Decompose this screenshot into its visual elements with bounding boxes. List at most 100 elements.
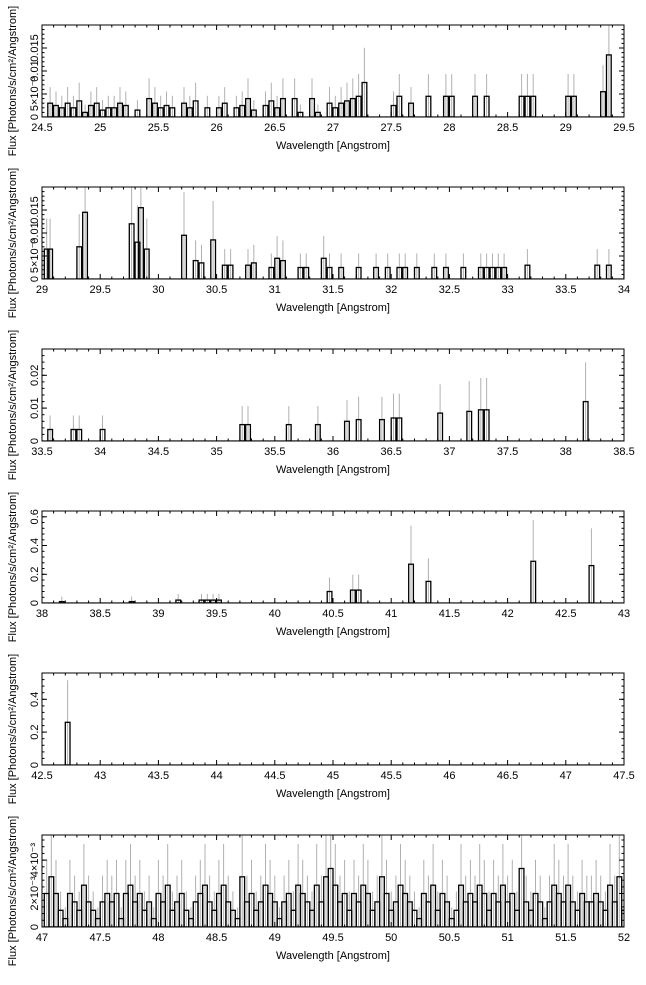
y-tick-label: 0.6 bbox=[29, 509, 41, 524]
histogram-bar bbox=[262, 104, 269, 117]
histogram-bar bbox=[76, 246, 83, 279]
x-tick-label: 33.5 bbox=[31, 446, 52, 458]
y-tick-label: 5×10⁻³ bbox=[29, 239, 41, 274]
plot-area bbox=[42, 187, 624, 279]
x-axis-label: Wavelength [Angstrom] bbox=[276, 302, 390, 314]
y-tick-label-zero: 0 bbox=[29, 924, 41, 930]
x-tick-label: 25 bbox=[94, 122, 106, 134]
histogram-bar bbox=[384, 266, 391, 279]
plot-area bbox=[42, 680, 624, 765]
y-tick-label: 0.2 bbox=[29, 724, 41, 739]
plot-area bbox=[42, 835, 624, 927]
panel-5: 42.5 43 43.5 44 44.5 45 45.5 46 46.5 47 47.5 0.2 0.4… bbox=[7, 654, 635, 804]
histogram-bar bbox=[605, 54, 612, 117]
histogram-bar bbox=[58, 107, 65, 117]
x-tick-label: 37.5 bbox=[497, 446, 518, 458]
histogram-bar bbox=[355, 266, 362, 279]
x-tick-label: 34 bbox=[94, 446, 106, 458]
histogram-bar bbox=[495, 266, 502, 279]
x-tick-label: 27 bbox=[327, 122, 339, 134]
x-ticks bbox=[41, 511, 625, 603]
x-axis-label: Wavelength [Angstrom] bbox=[276, 950, 390, 962]
x-tick-label: 51.5 bbox=[555, 932, 576, 944]
histogram-bar bbox=[192, 259, 199, 279]
error-bars bbox=[49, 25, 610, 117]
x-tick-label: 49 bbox=[269, 932, 281, 944]
x-axis-label: Wavelength [Angstrom] bbox=[276, 626, 390, 638]
x-tick-label: 38 bbox=[560, 446, 572, 458]
histogram-bar bbox=[621, 909, 624, 927]
x-tick-label: 30 bbox=[152, 284, 164, 296]
plot-frame bbox=[41, 510, 625, 604]
histogram-bar bbox=[444, 901, 451, 927]
x-tick-label: 34 bbox=[618, 284, 630, 296]
y-tick-label: 0.015 bbox=[29, 34, 41, 62]
x-tick-label: 47 bbox=[560, 770, 572, 782]
histogram-bar bbox=[483, 95, 490, 117]
histogram-bar bbox=[99, 428, 106, 441]
histogram-bar bbox=[524, 264, 531, 279]
y-axis-label: Flux [Photons/s/cm²/Angstrom] bbox=[7, 492, 19, 642]
x-tick-label: 39 bbox=[152, 608, 164, 620]
histogram-bar bbox=[303, 266, 310, 279]
histogram-bar bbox=[82, 111, 89, 117]
y-ticks bbox=[42, 510, 624, 604]
x-axis-label: Wavelength [Angstrom] bbox=[276, 464, 390, 476]
histogram-bar bbox=[472, 95, 479, 117]
x-ticks bbox=[41, 835, 625, 927]
x-tick-label: 38 bbox=[36, 608, 48, 620]
x-tick-label: 40 bbox=[269, 608, 281, 620]
x-tick-label: 47.5 bbox=[89, 932, 110, 944]
x-tick-label: 37 bbox=[443, 446, 455, 458]
y-tick-label: 0.02 bbox=[29, 365, 41, 386]
histogram-bar bbox=[82, 211, 89, 279]
y-tick-label: 0.01 bbox=[29, 60, 41, 81]
x-tick-label: 32 bbox=[385, 284, 397, 296]
histogram-bar bbox=[396, 95, 403, 117]
histogram-bar bbox=[164, 884, 171, 927]
x-tick-label: 34.5 bbox=[148, 446, 169, 458]
x-tick-label: 35 bbox=[210, 446, 222, 458]
histogram-bar bbox=[47, 248, 54, 279]
histogram-bar bbox=[268, 266, 275, 279]
x-tick-label: 41 bbox=[385, 608, 397, 620]
y-ticks bbox=[42, 348, 624, 442]
x-tick-label: 44 bbox=[210, 770, 222, 782]
histogram-bar bbox=[143, 248, 150, 279]
histogram-bar bbox=[565, 95, 572, 117]
histogram-bar bbox=[285, 423, 292, 441]
y-tick-label-zero: 0 bbox=[29, 114, 41, 120]
histogram-bar bbox=[297, 266, 304, 279]
histogram-bar bbox=[146, 901, 153, 927]
histogram-bar bbox=[338, 266, 345, 279]
histogram-bar bbox=[594, 264, 601, 279]
histogram-bar bbox=[137, 207, 144, 279]
x-tick-label: 47 bbox=[36, 932, 48, 944]
x-tick-label: 29.5 bbox=[613, 122, 634, 134]
plot-frame bbox=[41, 348, 625, 442]
histogram-bar bbox=[47, 428, 54, 441]
x-tick-label: 31.5 bbox=[322, 284, 343, 296]
x-tick-label: 35.5 bbox=[264, 446, 285, 458]
x-tick-label: 45 bbox=[327, 770, 339, 782]
histogram-bars bbox=[43, 867, 624, 927]
histogram-bar bbox=[430, 884, 437, 927]
histogram-bar bbox=[425, 580, 432, 603]
histogram-bar bbox=[52, 104, 59, 117]
histogram-bar bbox=[501, 266, 508, 279]
histogram-bar bbox=[113, 892, 120, 927]
x-tick-label: 38.5 bbox=[613, 446, 634, 458]
x-tick-label: 51 bbox=[501, 932, 513, 944]
histogram-bar bbox=[227, 264, 234, 279]
y-tick-label-zero: 0 bbox=[29, 600, 41, 606]
histogram-bar bbox=[245, 423, 252, 441]
histogram-bar bbox=[314, 111, 321, 117]
histogram-bar bbox=[343, 100, 350, 117]
y-ticks bbox=[42, 24, 624, 118]
histogram-bar bbox=[43, 248, 50, 279]
histogram-bar bbox=[431, 266, 438, 279]
error-bars bbox=[61, 520, 592, 603]
histogram-bar bbox=[239, 423, 246, 441]
y-tick-label: 0.01 bbox=[29, 397, 41, 418]
histogram-bar bbox=[518, 867, 525, 927]
